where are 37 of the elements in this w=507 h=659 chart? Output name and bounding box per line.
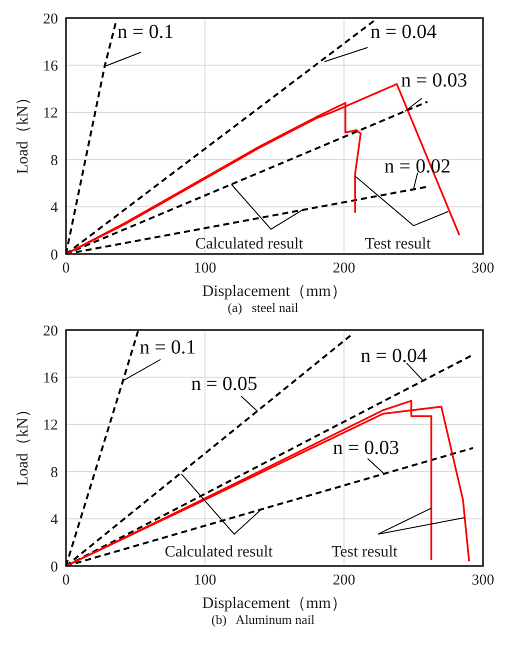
y-axis-title: Load（kN） (14, 90, 32, 174)
series-label: n = 0.04 (360, 344, 427, 367)
y-tick-label: 16 (43, 58, 58, 75)
y-tick-label: 8 (50, 464, 58, 481)
series-label: n = 0.03 (332, 436, 400, 459)
annotation: Calculated result (195, 236, 304, 253)
x-axis-title: Displacement（mm） (202, 595, 347, 612)
x-tick-label: 0 (62, 572, 70, 589)
y-tick-label: 4 (50, 512, 58, 528)
annotation: Calculated result (164, 544, 274, 561)
series-label: n = 0.05 (191, 373, 258, 396)
x-axis-title: Displacement（mm） (202, 283, 347, 300)
series-label: n = 0.04 (370, 21, 437, 44)
x-tick-label: 100 (194, 572, 216, 589)
y-tick-label: 20 (43, 11, 58, 28)
y-tick-label: 12 (43, 418, 58, 434)
y-tick-label: 8 (50, 152, 58, 169)
series-label: n = 0.1 (140, 336, 196, 359)
y-tick-label: 0 (50, 247, 58, 264)
x-tick-label: 200 (332, 572, 356, 589)
text: (b) Aluminum nail (210, 612, 316, 628)
x-tick-label: 200 (332, 260, 356, 277)
y-tick-label: 20 (43, 323, 58, 340)
series-label: n = 0.1 (117, 21, 174, 44)
x-tick-label: 300 (472, 260, 494, 277)
y-tick-label: 0 (50, 559, 58, 576)
annotation: Test result (331, 544, 398, 561)
y-axis-title: Load（kN） (14, 402, 32, 486)
annotation: Test result (364, 236, 432, 253)
x-tick-label: 300 (472, 572, 494, 589)
y-tick-label: 16 (43, 370, 58, 387)
x-tick-label: 100 (194, 260, 216, 277)
x-tick-label: 0 (62, 260, 70, 277)
y-tick-label: 12 (43, 106, 58, 122)
series-label: n = 0.03 (400, 69, 468, 92)
text: (a) steel nail (226, 300, 300, 316)
y-tick-label: 4 (50, 200, 58, 216)
